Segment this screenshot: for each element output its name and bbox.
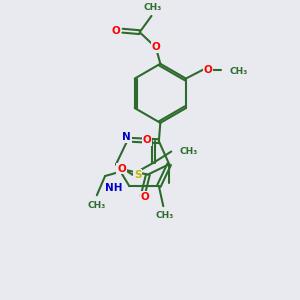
Text: CH₃: CH₃ — [88, 200, 106, 209]
Text: O: O — [142, 135, 151, 145]
Text: CH₃: CH₃ — [179, 147, 198, 156]
Text: CH₃: CH₃ — [144, 3, 162, 12]
Text: NH: NH — [105, 182, 123, 193]
Text: CH₃: CH₃ — [230, 67, 248, 76]
Text: O: O — [152, 42, 160, 52]
Text: O: O — [204, 65, 212, 75]
Text: S: S — [134, 169, 141, 180]
Text: CH₃: CH₃ — [156, 212, 174, 220]
Text: N: N — [122, 132, 131, 142]
Text: O: O — [117, 164, 126, 174]
Text: O: O — [111, 26, 120, 36]
Text: O: O — [141, 192, 149, 202]
